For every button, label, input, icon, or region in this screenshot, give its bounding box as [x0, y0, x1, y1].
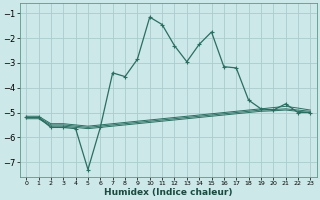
X-axis label: Humidex (Indice chaleur): Humidex (Indice chaleur) — [104, 188, 233, 197]
